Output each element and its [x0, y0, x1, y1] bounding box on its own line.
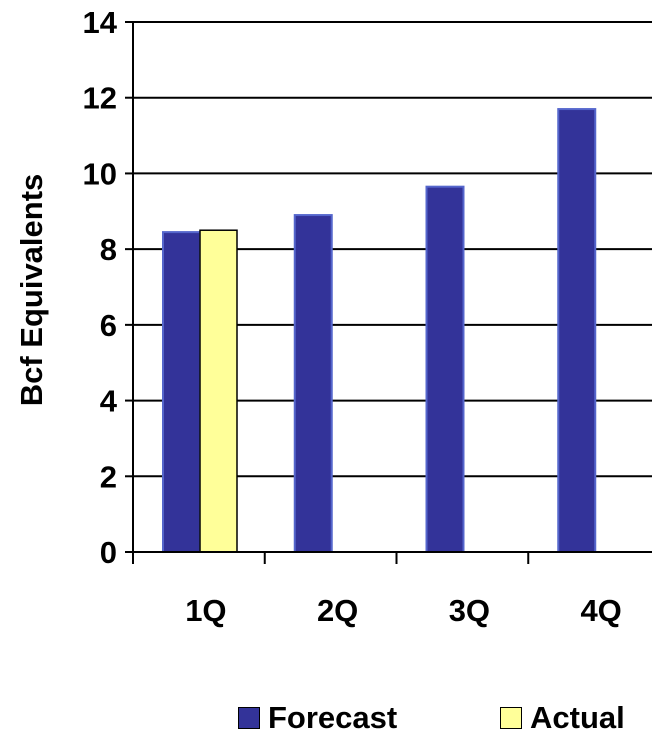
y-axis-ticks: 0 2 4 6 8 10 12 14 [83, 5, 133, 570]
bar-forecast-1q [162, 231, 201, 553]
x-tick-label: 1Q [185, 593, 226, 628]
y-tick-label: 10 [83, 156, 117, 191]
legend-label-actual: Actual [530, 700, 625, 735]
legend-label-forecast: Forecast [268, 700, 398, 735]
legend-swatch-forecast [238, 707, 260, 729]
y-tick-label: 0 [100, 535, 117, 570]
x-tick-label: 4Q [580, 593, 621, 628]
legend-item-actual: Actual [500, 700, 625, 735]
bar-forecast-4q [557, 108, 597, 553]
y-tick-label: 14 [83, 5, 118, 40]
y-tick-label: 6 [100, 308, 117, 343]
y-tick-label: 12 [83, 81, 117, 116]
y-tick-label: 8 [100, 232, 117, 267]
legend-swatch-actual [500, 707, 522, 729]
bar-forecast-2q [293, 214, 333, 553]
bars [162, 108, 597, 554]
x-tick-label: 2Q [317, 593, 358, 628]
y-tick-label: 4 [100, 384, 118, 419]
y-axis-label: Bcf Equivalents [14, 174, 49, 407]
x-tick-label: 3Q [449, 593, 490, 628]
x-axis-ticks: 1Q 2Q 3Q 4Q [132, 552, 622, 628]
y-tick-label: 2 [100, 459, 117, 494]
legend-item-forecast: Forecast [238, 700, 398, 735]
bar-actual-1q [199, 229, 238, 553]
bar-forecast-3q [425, 185, 465, 554]
